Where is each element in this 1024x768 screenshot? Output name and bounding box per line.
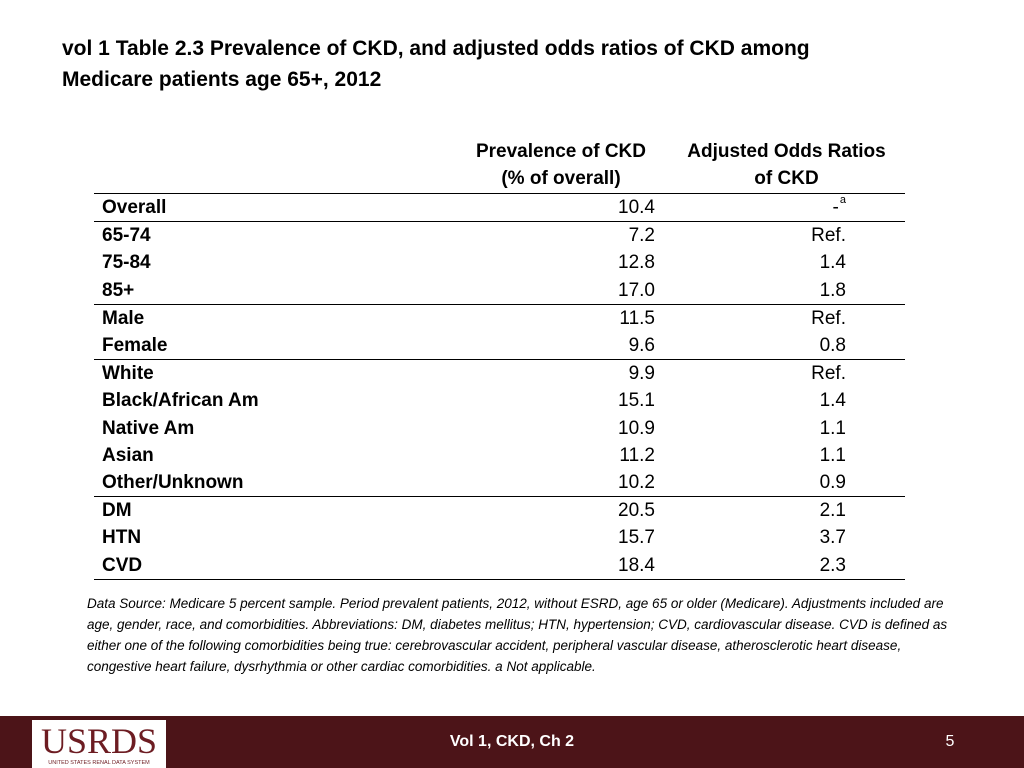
header-prevalence: Prevalence of CKD (% of overall) [454,138,668,194]
row-label: White [102,363,154,385]
page-number: 5 [945,733,955,750]
row-odds: Ref. [811,363,846,385]
row-prevalence: 9.6 [454,331,668,361]
table-row: Male 11.5 Ref. [94,304,905,332]
row-odds: 1.4 [819,390,846,412]
title-line-2: Medicare patients age 65+, 2012 [62,68,382,91]
row-prevalence: 10.2 [454,468,668,498]
row-odds: Ref. [811,225,846,247]
row-odds: 1.8 [668,276,905,305]
row-odds: 2.3 [668,551,905,580]
table-row: Female 9.6 0.8 [94,331,905,361]
row-prevalence: 9.9 [628,363,655,385]
row-label: 85+ [94,276,454,305]
table-row: White 9.9 Ref. [94,360,905,388]
footnote-marker: a [839,194,846,207]
row-label: 65-74 [102,225,151,247]
row-odds: -a [668,193,905,223]
row-label: Other/Unknown [94,468,454,498]
row-odds: 0.8 [668,331,905,361]
table-row: 65-74 7.2 Ref. [94,222,905,250]
usrds-logo: USRDS UNITED STATES RENAL DATA SYSTEM [32,720,166,768]
row-label: HTN [102,527,142,549]
title-line-1: vol 1 Table 2.3 Prevalence of CKD, and a… [62,37,810,60]
table-header-row: Prevalence of CKD (% of overall) Adjuste… [94,138,905,194]
slide-title: vol 1 Table 2.3 Prevalence of CKD, and a… [62,33,962,95]
row-label: Asian [102,444,154,466]
row-prevalence: 18.4 [454,551,668,580]
row-odds: 3.7 [819,527,846,549]
row-prevalence: 12.8 [618,252,655,274]
row-prevalence: 17.0 [454,276,668,305]
row-label: Black/African Am [102,390,259,412]
row-label: CVD [94,551,454,580]
footer-chapter-label: Vol 1, CKD, Ch 2 [449,733,575,750]
table-row: Black/African Am 15.1 1.4 [94,387,905,414]
footer-bar: USRDS UNITED STATES RENAL DATA SYSTEM Vo… [0,716,1024,768]
table-row: DM 20.5 2.1 [94,497,905,525]
footnote: Data Source: Medicare 5 percent sample. … [87,596,948,674]
row-prevalence: 10.4 [454,193,668,223]
ckd-table-container: Prevalence of CKD (% of overall) Adjuste… [94,138,905,580]
header-prevalence-line-1: Prevalence of CKD [475,141,646,162]
header-prevalence-line-2: (% of overall) [501,168,621,189]
row-odds: 1.1 [819,417,846,439]
row-prevalence: 15.7 [618,527,655,549]
row-label: 75-84 [102,252,151,274]
row-odds: Ref. [811,307,846,329]
row-odds: 2.1 [819,500,846,522]
row-prevalence: 20.5 [618,500,655,522]
header-odds: Adjusted Odds Ratios of CKD [668,138,905,194]
row-label: DM [102,500,132,522]
logo-wordmark: USRDS [40,721,158,761]
row-prevalence: 11.5 [619,307,655,329]
table-row: Asian 11.2 1.1 [94,442,905,469]
table-row: CVD 18.4 2.3 [94,551,905,580]
row-label: Female [94,331,454,361]
row-label: Male [102,307,145,329]
table-row: Overall 10.4 -a [94,193,905,223]
header-label-column [94,138,454,194]
row-prevalence: 7.2 [628,225,655,247]
row-odds: 1.4 [819,252,846,274]
table-row: Other/Unknown 10.2 0.9 [94,468,905,498]
header-odds-line-2: of CKD [754,168,819,189]
row-label: Overall [94,193,454,223]
row-odds: 0.9 [668,468,905,498]
row-odds-value: - [832,197,839,219]
row-prevalence: 11.2 [619,444,655,466]
row-prevalence: 15.1 [618,390,655,412]
table-row: 85+ 17.0 1.8 [94,276,905,305]
table-row: Native Am 10.9 1.1 [94,415,905,442]
row-prevalence: 10.9 [618,417,655,439]
row-label: Native Am [102,417,195,439]
row-odds: 1.1 [819,444,846,466]
ckd-prevalence-table: Prevalence of CKD (% of overall) Adjuste… [94,138,905,580]
table-row: 75-84 12.8 1.4 [94,249,905,276]
table-row: HTN 15.7 3.7 [94,524,905,551]
header-odds-line-1: Adjusted Odds Ratios [687,141,886,162]
logo-tagline: UNITED STATES RENAL DATA SYSTEM [48,760,150,766]
